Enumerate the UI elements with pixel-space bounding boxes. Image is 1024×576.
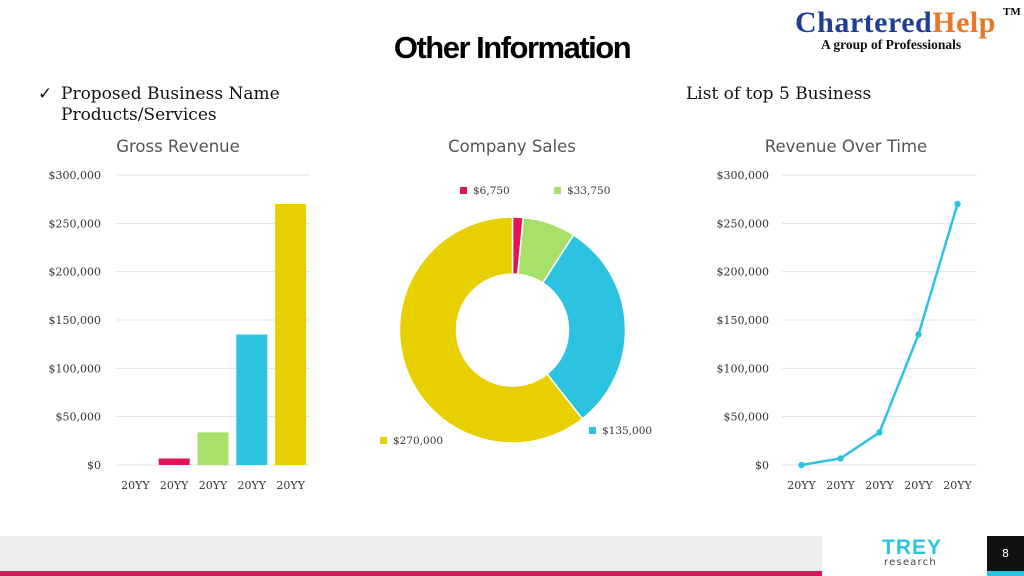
slide-title: Other Information [393,30,632,65]
page-number-stripe [987,571,1024,576]
x-tick-label: 20YY [904,479,933,492]
bar [158,458,190,465]
logo-wordmark-part2: Help [932,6,996,39]
company-sales-donut-chart: $6,750 $33,750 $135,000 $270,000 [380,185,652,447]
x-tick-label: 20YY [121,479,150,492]
page-number: 8 [1002,547,1009,560]
revenue-over-time-title: Revenue Over Time [764,137,928,156]
x-tick-label: 20YY [787,479,816,492]
bar [236,334,268,465]
y-tick-label: $200,000 [717,266,770,279]
revenue-over-time-line-chart: $0 $50,000 $100,000 $150,000 $200,000 $250,00… [717,169,977,492]
y-tick-label: $250,000 [717,217,770,230]
data-label: $135,000 [602,425,652,437]
top-business-heading: List of top 5 Business [686,84,872,104]
logo-trademark: TM [1003,6,1021,18]
bullet-line-1: Proposed Business Name [61,84,280,104]
legend-swatch [460,187,467,194]
y-tick-label: $0 [87,459,101,472]
y-tick-label: $0 [755,459,769,472]
data-point [837,455,844,462]
gross-revenue-title: Gross Revenue [116,137,240,156]
x-tick-label: 20YY [238,479,267,492]
y-tick-label: $50,000 [724,411,770,424]
data-point [954,200,961,208]
logo-wordmark: CharteredHelp [795,6,996,40]
legend-swatch [589,427,596,434]
logo-wordmark-part1: Chartered [795,6,933,39]
gross-revenue-bar-chart: $0 $50,000 $100,000 $150,000 $200,000 $250,00… [49,169,310,492]
y-tick-label: $300,000 [717,169,770,182]
x-tick-label: 20YY [276,479,305,492]
trey-logo: TREY [882,536,943,559]
legend-swatch [554,187,561,194]
data-label: $6,750 [473,185,510,197]
series-line [801,203,959,467]
y-tick-label: $300,000 [49,169,102,182]
logo-tagline: A group of Professionals [821,37,962,52]
trey-logo-subtitle: research [884,557,937,568]
data-label: $33,750 [567,185,610,197]
bullet-line-2: Products/Services [61,105,217,125]
charteredhelp-logo: CharteredHelp TM A group of Professional… [795,6,1021,54]
data-point [915,331,922,338]
bar [197,432,229,465]
donut-slice [541,233,627,420]
y-tick-label: $250,000 [49,217,102,230]
y-tick-label: $150,000 [717,314,770,327]
x-tick-label: 20YY [199,479,228,492]
data-label: $270,000 [393,435,443,447]
footer-stripe [0,571,822,576]
donut-slice [398,216,584,444]
bar [275,204,307,465]
y-tick-label: $100,000 [49,362,102,375]
x-tick-label: 20YY [865,479,894,492]
x-tick-label: 20YY [943,479,972,492]
y-tick-label: $150,000 [49,314,102,327]
legend-swatch [380,437,387,444]
y-tick-label: $50,000 [56,411,102,424]
company-sales-title: Company Sales [448,137,576,156]
footer-logo-area [822,536,987,576]
checkmark-icon: ✓ [38,84,53,104]
x-tick-label: 20YY [160,479,189,492]
x-tick-label: 20YY [826,479,855,492]
data-point [798,461,805,469]
y-tick-label: $200,000 [49,266,102,279]
data-point [876,429,883,436]
page-number-box [987,536,1024,576]
y-tick-label: $100,000 [717,362,770,375]
